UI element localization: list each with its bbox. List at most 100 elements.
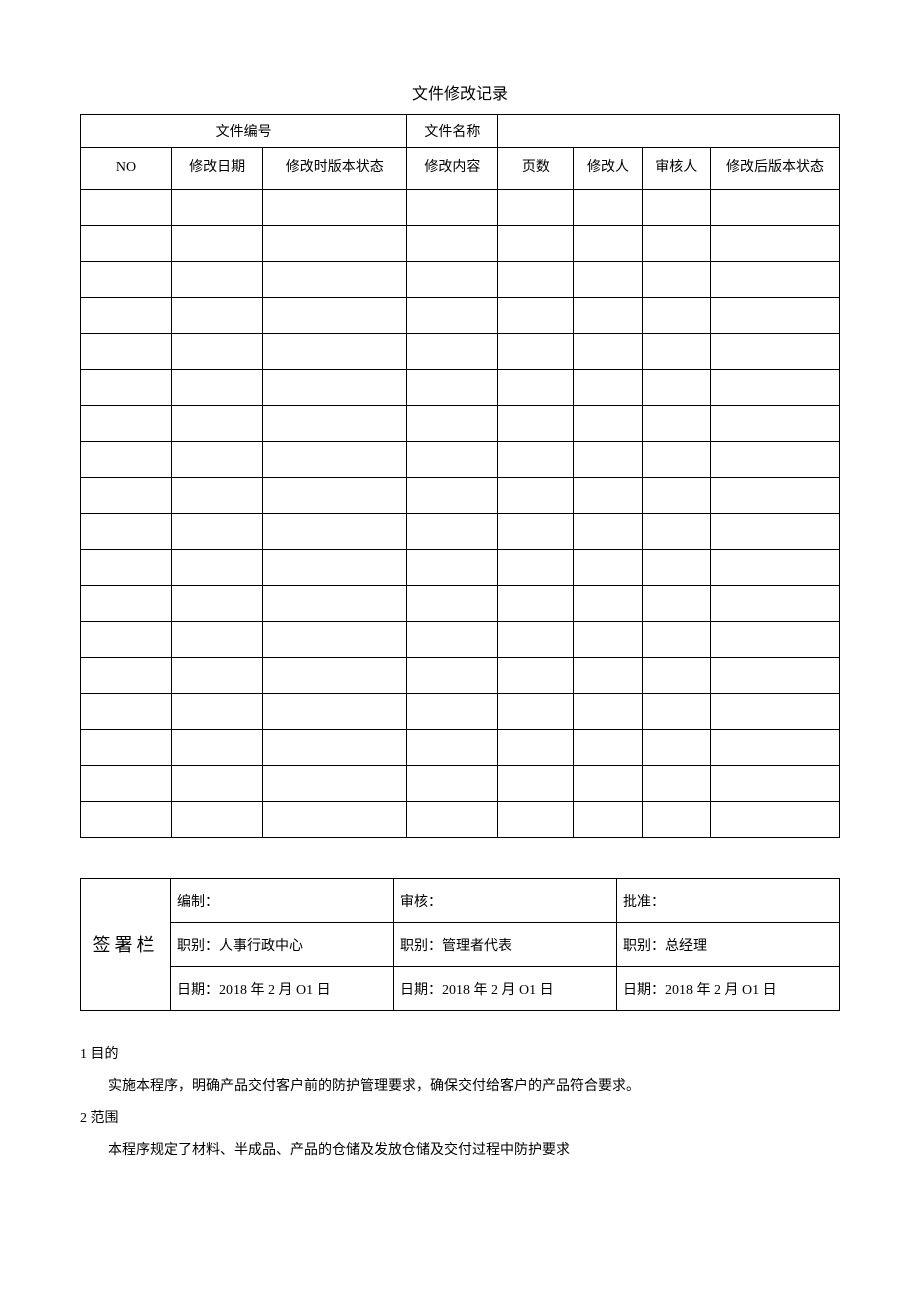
col-content: 修改内容: [407, 148, 498, 190]
table-cell: [407, 478, 498, 514]
table-cell: [172, 730, 263, 766]
table-cell: [263, 442, 407, 478]
table-cell: [407, 334, 498, 370]
table-row: [81, 658, 840, 694]
revision-table: 文件编号 文件名称 NO 修改日期 修改时版本状态 修改内容 页数 修改人 审核…: [80, 114, 840, 838]
table-cell: [81, 262, 172, 298]
table-cell: [172, 622, 263, 658]
table-cell: [574, 226, 642, 262]
table-row: [81, 442, 840, 478]
table-cell: [81, 730, 172, 766]
section2-title: 2 范围: [80, 1105, 840, 1133]
table-cell: [574, 658, 642, 694]
table-cell: [81, 190, 172, 226]
table-cell: [81, 766, 172, 802]
table-cell: [498, 586, 574, 622]
table-cell: [172, 802, 263, 838]
table-cell: [710, 478, 839, 514]
table-cell: [574, 550, 642, 586]
table-cell: [81, 478, 172, 514]
table-cell: [407, 730, 498, 766]
table-cell: [263, 478, 407, 514]
table-cell: [81, 226, 172, 262]
table-cell: [172, 262, 263, 298]
table-cell: [574, 262, 642, 298]
table-cell: [498, 550, 574, 586]
table-cell: [642, 226, 710, 262]
table-cell: [710, 406, 839, 442]
table-cell: [172, 658, 263, 694]
table-cell: [574, 514, 642, 550]
col-reviewer: 审核人: [642, 148, 710, 190]
signature-label: 签署栏: [81, 879, 171, 1011]
table-cell: [407, 658, 498, 694]
table-row: [81, 370, 840, 406]
table-cell: [642, 298, 710, 334]
section2-text: 本程序规定了材料、半成品、产品的仓储及发放仓储及交付过程中防护要求: [80, 1137, 840, 1165]
table-cell: [172, 478, 263, 514]
table-cell: [407, 442, 498, 478]
approve-role: 批准：: [617, 879, 840, 923]
table-cell: [172, 334, 263, 370]
table-cell: [710, 370, 839, 406]
table-row: [81, 406, 840, 442]
table-cell: [574, 478, 642, 514]
table-cell: [642, 550, 710, 586]
table-cell: [263, 262, 407, 298]
table-cell: [407, 694, 498, 730]
table-row: [81, 514, 840, 550]
table-row: [81, 730, 840, 766]
doc-number-label: 文件编号: [81, 115, 407, 148]
table-cell: [710, 226, 839, 262]
table-cell: [574, 370, 642, 406]
review-date: 日期：2018 年 2 月 O1 日: [394, 967, 617, 1011]
table-cell: [574, 766, 642, 802]
table-cell: [407, 298, 498, 334]
table-cell: [642, 478, 710, 514]
signature-table: 签署栏 编制： 审核： 批准： 职别：人事行政中心 职别：管理者代表 职别：总经…: [80, 878, 840, 1011]
table-cell: [574, 694, 642, 730]
table-row: [81, 586, 840, 622]
table-cell: [263, 694, 407, 730]
table-cell: [172, 550, 263, 586]
section1-text: 实施本程序，明确产品交付客户前的防护管理要求，确保交付给客户的产品符合要求。: [80, 1073, 840, 1101]
prepare-role: 编制：: [171, 879, 394, 923]
table-cell: [642, 514, 710, 550]
table-cell: [642, 586, 710, 622]
table-cell: [81, 550, 172, 586]
table-cell: [642, 658, 710, 694]
table-cell: [263, 514, 407, 550]
table-row: [81, 694, 840, 730]
table-cell: [81, 370, 172, 406]
table-cell: [81, 406, 172, 442]
table-cell: [172, 190, 263, 226]
table-cell: [172, 226, 263, 262]
table-cell: [263, 586, 407, 622]
approve-position: 职别：总经理: [617, 923, 840, 967]
table-cell: [407, 370, 498, 406]
table-cell: [642, 190, 710, 226]
table-cell: [710, 802, 839, 838]
table-cell: [498, 766, 574, 802]
col-version-before: 修改时版本状态: [263, 148, 407, 190]
table-cell: [263, 730, 407, 766]
col-date: 修改日期: [172, 148, 263, 190]
table-cell: [642, 370, 710, 406]
table-cell: [263, 190, 407, 226]
table-cell: [172, 694, 263, 730]
table-cell: [407, 226, 498, 262]
approve-date: 日期：2018 年 2 月 O1 日: [617, 967, 840, 1011]
table-cell: [407, 190, 498, 226]
table-cell: [574, 334, 642, 370]
table-cell: [710, 586, 839, 622]
table-cell: [710, 766, 839, 802]
table-cell: [263, 766, 407, 802]
table-cell: [710, 298, 839, 334]
table-cell: [172, 442, 263, 478]
table-cell: [81, 802, 172, 838]
table-cell: [172, 370, 263, 406]
table-cell: [263, 334, 407, 370]
table-cell: [172, 406, 263, 442]
table-row: [81, 550, 840, 586]
table-cell: [498, 226, 574, 262]
